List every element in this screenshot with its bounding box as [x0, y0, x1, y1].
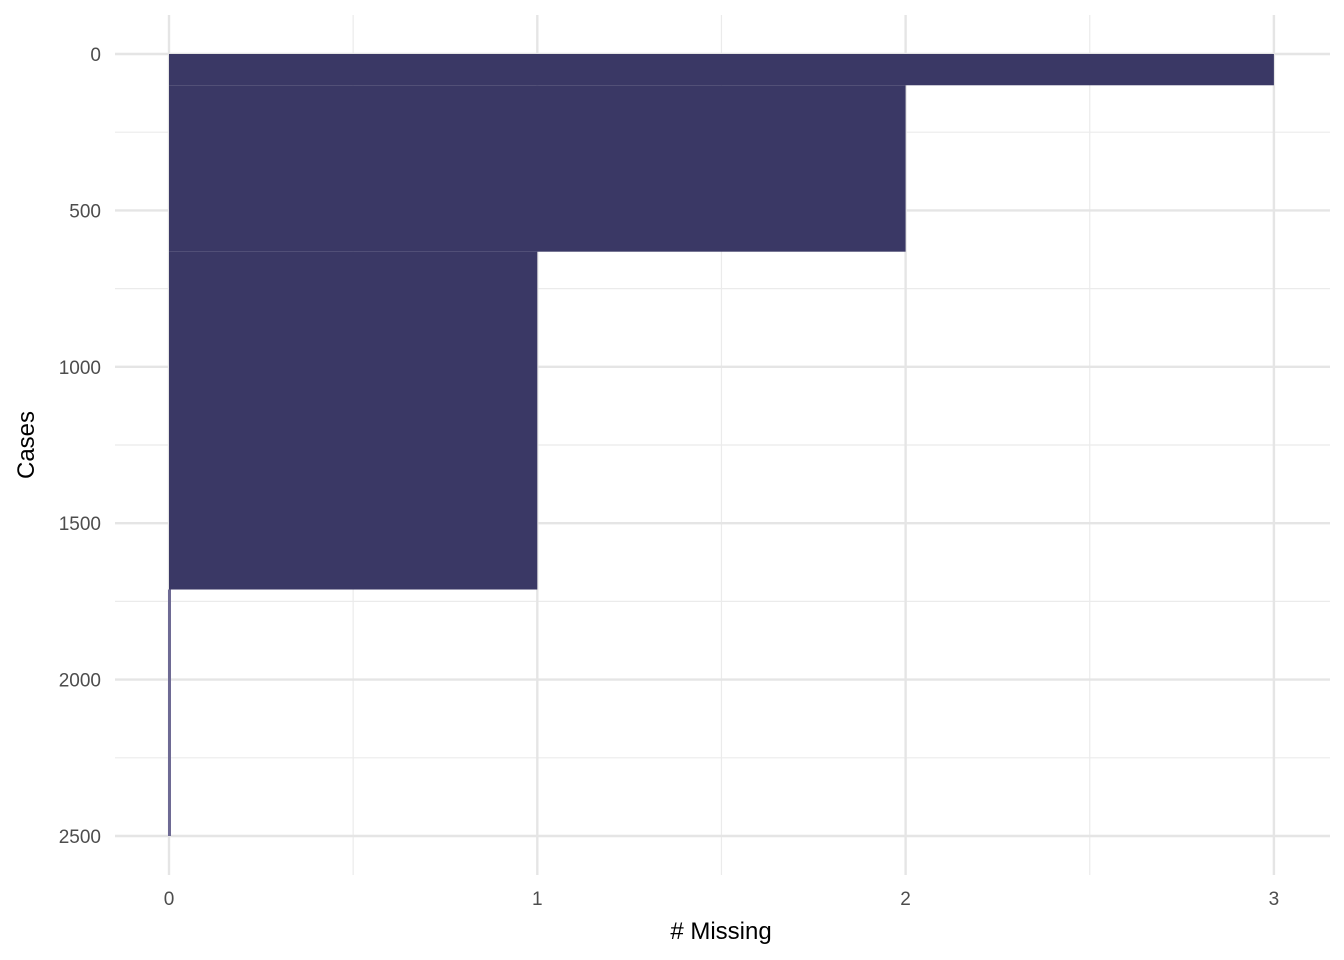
bars [168, 54, 1274, 836]
x-axis-title: # Missing [670, 918, 771, 945]
x-tick-label: 3 [1269, 889, 1280, 910]
x-tick-label: 2 [900, 889, 911, 910]
y-tick-label: 1000 [59, 358, 101, 379]
bar-segment [169, 85, 906, 252]
bar-segment-zero [168, 589, 171, 836]
y-tick-label: 1500 [59, 514, 101, 535]
y-tick-labels: 0 500 1000 1500 2000 2500 [59, 45, 101, 848]
x-tick-label: 1 [532, 889, 543, 910]
bar-segment [169, 54, 1274, 86]
y-tick-label: 500 [69, 201, 101, 222]
x-tick-labels: 0 1 2 3 [164, 889, 1279, 910]
bar-segment [169, 251, 538, 590]
y-tick-label: 0 [90, 45, 101, 66]
y-axis-title: Cases [13, 411, 40, 479]
x-tick-label: 0 [164, 889, 175, 910]
y-tick-label: 2500 [59, 827, 101, 848]
y-tick-label: 2000 [59, 671, 101, 692]
